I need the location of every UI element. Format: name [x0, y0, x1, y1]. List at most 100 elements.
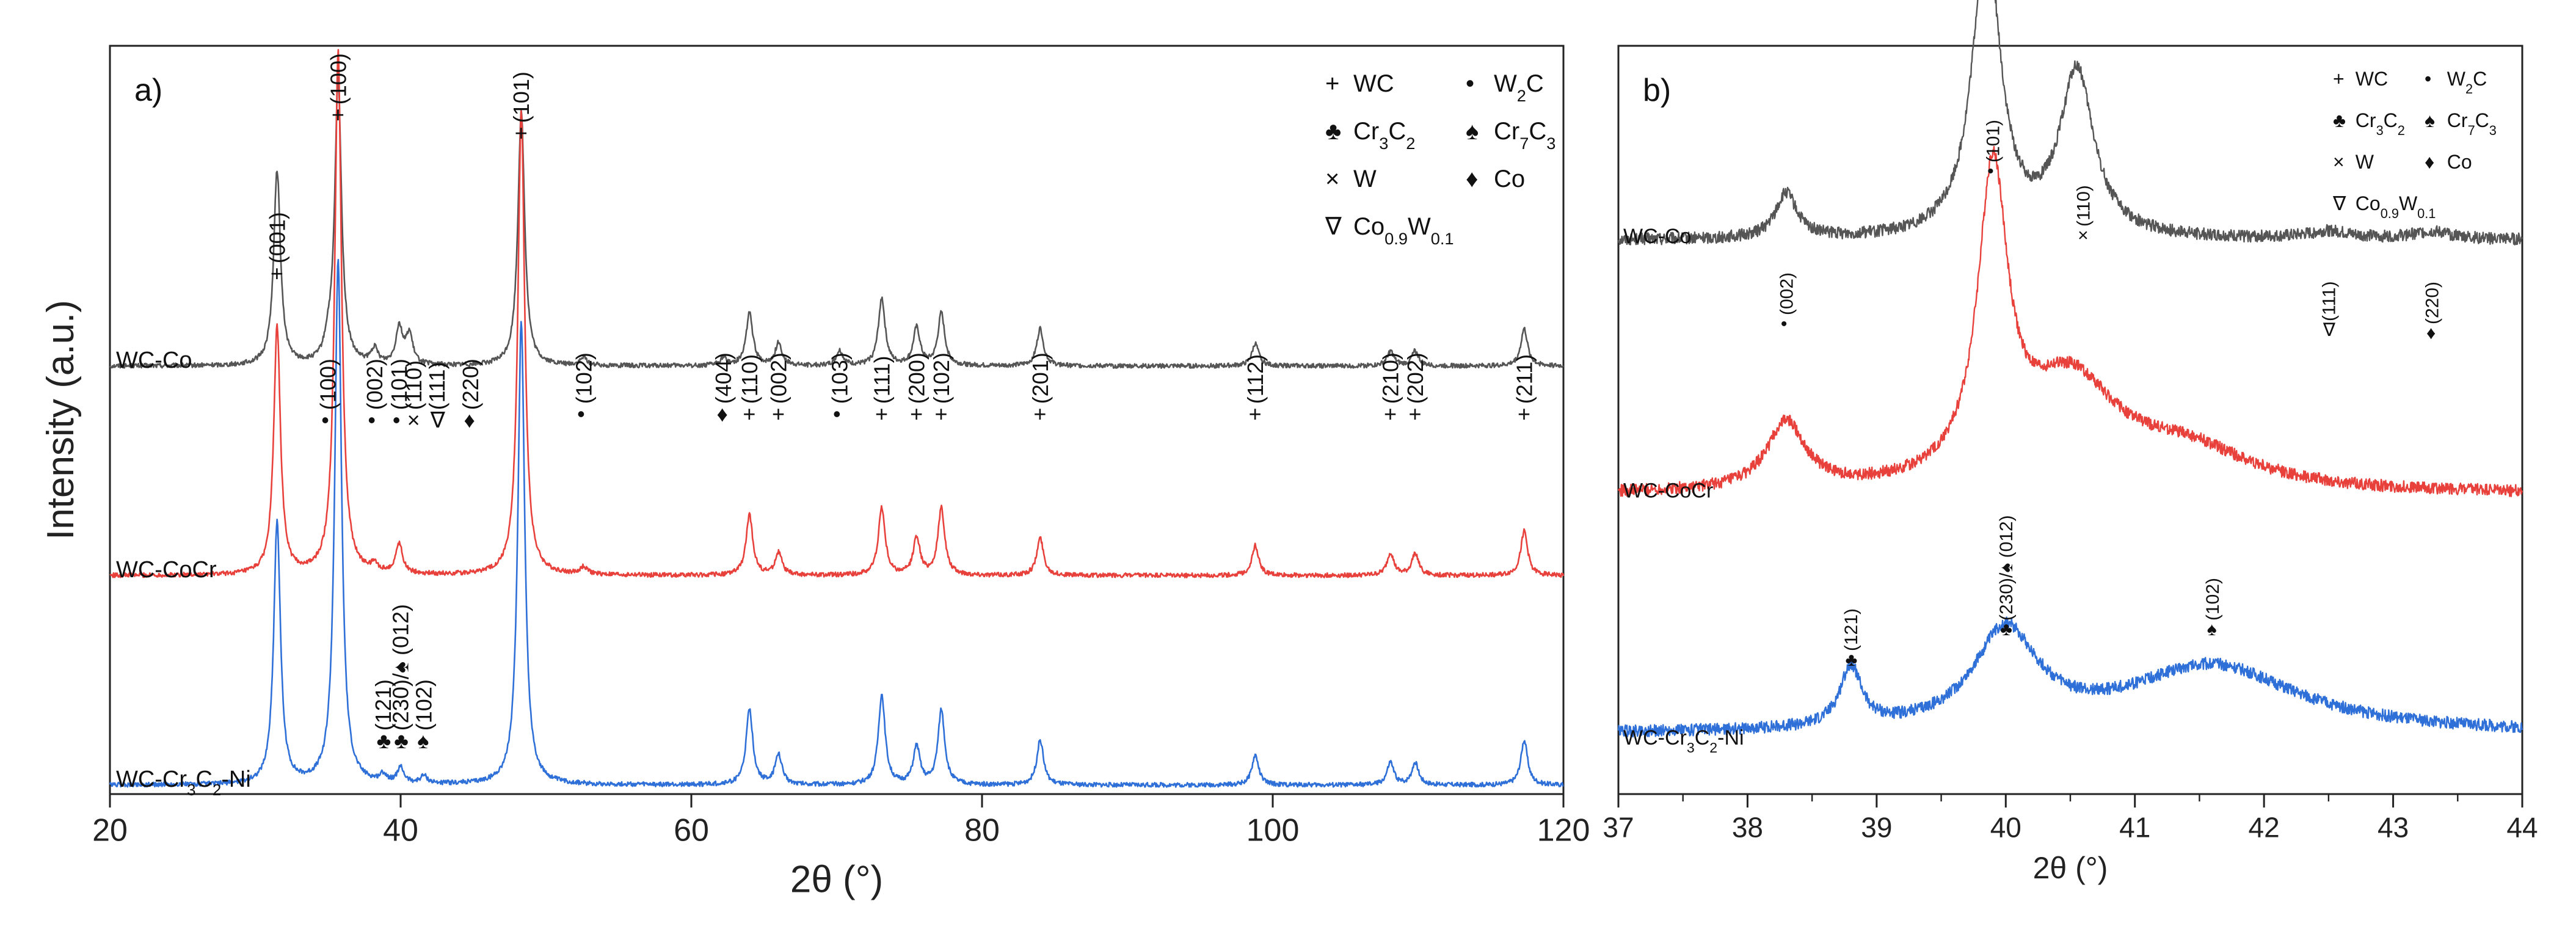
- legend-symbol: ♠: [2425, 109, 2435, 131]
- series-label: WC-Co: [1623, 225, 1691, 248]
- series-line-wc-cr3c2-ni: [109, 258, 1564, 788]
- legend-label: Co0.9W0.1: [2356, 192, 2436, 221]
- legend-symbol: ×: [1325, 166, 1339, 192]
- peak-phase-symbol: +: [271, 261, 283, 286]
- series-line-wc-co: [109, 76, 1564, 369]
- peak-hkl-label: (002): [362, 359, 387, 410]
- peak-hkl-label: (121): [1841, 608, 1861, 651]
- legend-label: WC: [1353, 70, 1394, 97]
- peak-hkl-label: (101): [1984, 120, 2004, 162]
- series-line-wc-co: [1617, 0, 2523, 246]
- legend-symbol: ×: [2333, 151, 2345, 173]
- peak-phase-symbol: ∇: [2323, 320, 2336, 340]
- peak-hkl-label: (101): [387, 359, 412, 410]
- legend-label: WC: [2356, 68, 2388, 90]
- peak-hkl-label: (230)/♠ (012): [388, 604, 413, 731]
- peak-hkl-label: (230)/♠ (012): [1996, 515, 2017, 621]
- x-tick-label: 39: [1861, 811, 1892, 843]
- peak-hkl-label: (110): [401, 360, 426, 410]
- peak-phase-symbol: +: [1033, 401, 1046, 426]
- peak-phase-symbol: +: [1408, 401, 1421, 426]
- peak-hkl-label: (111): [869, 355, 894, 404]
- peak-phase-symbol: ♣: [377, 728, 391, 753]
- peak-hkl-label: (220): [2423, 282, 2443, 324]
- x-tick-label: 80: [964, 813, 1000, 848]
- peak-phase-symbol: ♦: [2426, 323, 2436, 343]
- peak-hkl-label: (111): [2319, 281, 2339, 321]
- series-line-wc-cocr: [1617, 145, 2523, 497]
- legend-label: W2C: [1494, 70, 1544, 105]
- x-tick-label: 44: [2506, 811, 2538, 843]
- peak-hkl-label: (102): [412, 679, 437, 731]
- peak-hkl-label: (102): [571, 352, 596, 404]
- x-tick-label: 40: [1990, 811, 2021, 843]
- peak-phase-symbol: +: [935, 401, 948, 426]
- legend-label: Cr7C3: [1494, 118, 1555, 153]
- legend-label: Co0.9W0.1: [1353, 213, 1454, 248]
- legend-symbol: ♦: [1466, 166, 1478, 192]
- x-axis-label: 2θ (°): [2033, 851, 2108, 885]
- legend-symbol: ∇: [2332, 192, 2346, 214]
- legend-symbol: +: [2333, 68, 2345, 90]
- peak-hkl-label: (201): [1028, 352, 1053, 404]
- peak-hkl-label: (101): [509, 71, 534, 123]
- peak-hkl-label: (220): [458, 359, 483, 410]
- peak-hkl-label: (200): [904, 352, 930, 404]
- peak-hkl-label: (110): [737, 354, 762, 404]
- peak-phase-symbol: ♠: [2207, 619, 2217, 640]
- x-axis-label: 2θ (°): [790, 858, 883, 900]
- peak-hkl-label: (202): [1403, 352, 1428, 404]
- peak-hkl-label: (001): [264, 212, 289, 263]
- peak-hkl-label: (103): [827, 352, 852, 404]
- x-tick-label: 38: [1732, 811, 1763, 843]
- peak-phase-symbol: +: [743, 401, 755, 426]
- legend-symbol: ♠: [1466, 118, 1479, 145]
- peak-phase-symbol: +: [332, 102, 344, 127]
- x-tick-label: 37: [1603, 811, 1634, 843]
- peak-hkl-label: (100): [326, 53, 351, 104]
- legend-label: Cr3C2: [2356, 109, 2405, 138]
- peak-hkl-label: (002): [766, 352, 791, 404]
- peak-phase-symbol: •: [833, 401, 841, 426]
- peak-hkl-label: (112): [1243, 354, 1268, 404]
- x-tick-label: 40: [383, 813, 418, 848]
- legend-symbol: •: [2425, 68, 2431, 90]
- peak-phase-symbol: +: [1384, 401, 1397, 426]
- peak-phase-symbol: •: [1987, 161, 1994, 181]
- x-tick-label: 43: [2378, 811, 2409, 843]
- peak-phase-symbol: ∇: [430, 407, 446, 432]
- legend-symbol: ♣: [1325, 118, 1341, 145]
- peak-phase-symbol: ♦: [464, 407, 475, 432]
- legend-label: W2C: [2447, 68, 2487, 97]
- legend-symbol: •: [1466, 70, 1474, 97]
- plot-frame: [109, 45, 1565, 795]
- panel-b-xrd-zoom-chart: 37 38 39 40 41 42 43 44 2θ (°) b) WC-Co WC-CoCr WC-C…: [1603, 0, 2538, 885]
- peak-phase-symbol: +: [1518, 401, 1530, 426]
- y-axis-label: Intensity (a.u.): [40, 300, 82, 540]
- legend-label: Co: [1494, 166, 1525, 192]
- legend-label: Cr3C2: [1353, 118, 1415, 153]
- series-line-wc-cr3c2-ni: [1617, 616, 2523, 738]
- peak-phase-symbol: +: [875, 401, 888, 426]
- x-tick-label: 20: [92, 813, 128, 848]
- peak-phase-symbol: ♠: [417, 728, 429, 753]
- peak-hkl-label: (121): [371, 679, 396, 731]
- peak-phase-symbol: +: [910, 401, 923, 426]
- series-line-wc-cocr: [109, 49, 1565, 578]
- panel-label: b): [1643, 73, 1671, 108]
- peak-hkl-label: (404): [711, 352, 736, 404]
- peak-phase-symbol: •: [393, 407, 401, 432]
- peak-phase-symbol: ♦: [717, 401, 728, 426]
- x-tick-label: 120: [1537, 813, 1590, 848]
- peak-hkl-label: (211): [1512, 354, 1537, 404]
- peak-phase-symbol: +: [1249, 401, 1262, 426]
- peak-phase-symbol: +: [515, 120, 528, 145]
- x-tick-label: 41: [2119, 811, 2150, 843]
- peak-phase-symbol: ×: [2078, 225, 2089, 246]
- peak-phase-symbol: +: [772, 401, 785, 426]
- legend-label: W: [2356, 151, 2374, 173]
- legend-label: Co: [2447, 151, 2472, 173]
- series-label: WC-Cr3C2-Ni: [1623, 726, 1744, 756]
